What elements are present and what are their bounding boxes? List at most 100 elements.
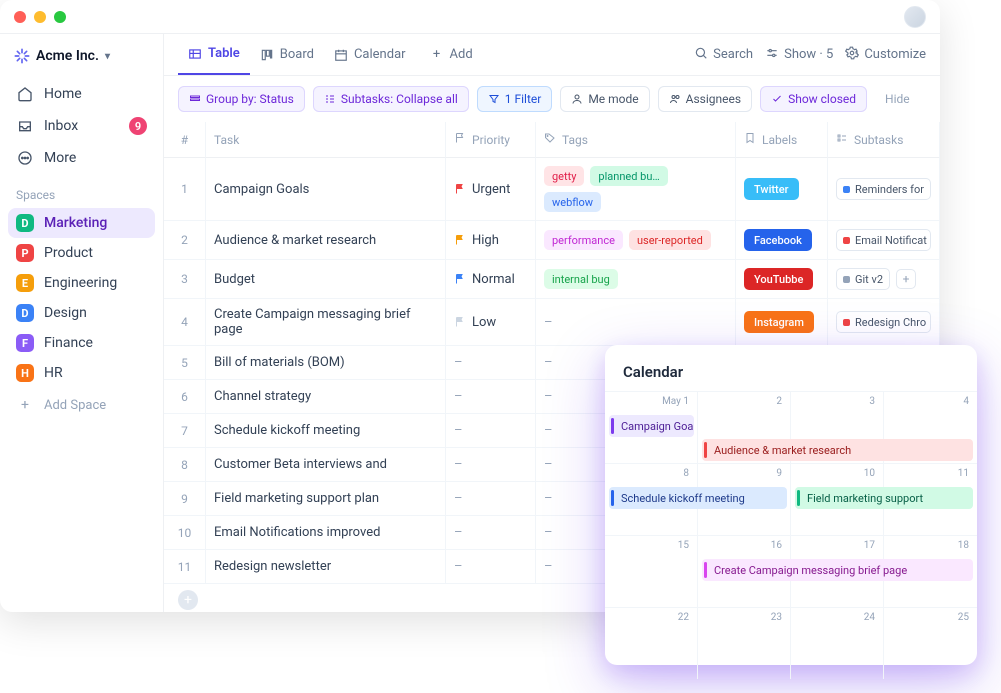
calendar-cell[interactable]: 15 xyxy=(605,535,698,607)
table-row[interactable]: 4Create Campaign messaging brief pageLow… xyxy=(164,299,940,346)
cell-task[interactable]: Bill of materials (BOM) xyxy=(206,346,446,380)
search-button[interactable]: Search xyxy=(694,46,753,64)
nav-home[interactable]: Home xyxy=(8,78,155,110)
table-row[interactable]: 2Audience & market researchHighperforman… xyxy=(164,221,940,260)
filter-hide[interactable]: Hide xyxy=(875,86,920,112)
user-avatar[interactable] xyxy=(904,6,926,28)
calendar-cell[interactable]: 22 xyxy=(605,607,698,679)
cell-task[interactable]: Email Notifications improved xyxy=(206,516,446,550)
workspace-switcher[interactable]: Acme Inc. ▾ xyxy=(8,44,155,68)
col-tags[interactable]: Tags xyxy=(536,122,736,158)
inbox-badge: 9 xyxy=(129,117,147,135)
cell-priority[interactable]: – xyxy=(446,482,536,516)
sidebar-space[interactable]: EEngineering xyxy=(8,268,155,298)
cell-task[interactable]: Budget xyxy=(206,260,446,299)
table-row[interactable]: 1Campaign GoalsUrgentgettyplanned bu…web… xyxy=(164,158,940,221)
cell-priority[interactable]: – xyxy=(446,516,536,550)
col-task[interactable]: Task xyxy=(206,122,446,158)
tag[interactable]: internal bug xyxy=(544,269,618,289)
cell-labels[interactable]: Twitter xyxy=(736,158,828,221)
calendar-event[interactable]: Create Campaign messaging brief page xyxy=(702,559,973,581)
sidebar-space[interactable]: HHR xyxy=(8,358,155,388)
label-pill[interactable]: Twitter xyxy=(744,178,799,200)
cell-tags[interactable]: performance user-reported xyxy=(536,221,736,260)
cell-labels[interactable]: YouTubbe xyxy=(736,260,828,299)
tag[interactable]: webflow xyxy=(544,192,601,212)
cell-task[interactable]: Campaign Goals xyxy=(206,158,446,221)
label-pill[interactable]: YouTubbe xyxy=(744,268,813,290)
calendar-event[interactable]: Campaign Goals xyxy=(609,415,694,437)
cell-task[interactable]: Audience & market research xyxy=(206,221,446,260)
label-pill[interactable]: Instagram xyxy=(744,311,814,333)
calendar-event[interactable]: Field marketing support xyxy=(795,487,973,509)
calendar-cell[interactable]: 24 xyxy=(791,607,884,679)
cell-priority[interactable]: – xyxy=(446,380,536,414)
tag[interactable]: performance xyxy=(544,230,623,250)
cell-subtasks[interactable]: Reminders for xyxy=(828,158,940,221)
sidebar-space[interactable]: PProduct xyxy=(8,238,155,268)
label-pill[interactable]: Facebook xyxy=(744,229,812,251)
sidebar-space[interactable]: DDesign xyxy=(8,298,155,328)
cell-priority[interactable]: – xyxy=(446,550,536,584)
cell-labels[interactable]: Instagram xyxy=(736,299,828,346)
filter-assignees[interactable]: Assignees xyxy=(658,86,752,112)
cell-subtasks[interactable]: Git v2 + xyxy=(828,260,940,299)
cell-task[interactable]: Channel strategy xyxy=(206,380,446,414)
cell-priority[interactable]: – xyxy=(446,414,536,448)
cell-task[interactable]: Field marketing support plan xyxy=(206,482,446,516)
tag[interactable]: getty xyxy=(544,166,584,186)
filter-group-by[interactable]: Group by: Status xyxy=(178,86,305,112)
filter-me-mode[interactable]: Me mode xyxy=(560,86,649,112)
tag[interactable]: planned bu… xyxy=(590,166,667,186)
col-labels[interactable]: Labels xyxy=(736,122,828,158)
event-label: Campaign Goals xyxy=(621,420,694,433)
show-button[interactable]: Show · 5 xyxy=(765,46,833,64)
filter-count[interactable]: 1 Filter xyxy=(477,86,553,112)
view-add[interactable]: + Add xyxy=(420,34,483,75)
cell-tags[interactable]: – xyxy=(536,299,736,346)
filter-show-closed[interactable]: Show closed xyxy=(760,86,867,112)
traffic-light[interactable] xyxy=(14,11,26,23)
subtask-item[interactable]: Reminders for xyxy=(836,178,931,200)
calendar-event[interactable]: Schedule kickoff meeting xyxy=(609,487,787,509)
cell-labels[interactable]: Facebook xyxy=(736,221,828,260)
cell-subtasks[interactable]: Redesign Chro xyxy=(828,299,940,346)
col-index[interactable]: # xyxy=(164,122,206,158)
cell-subtasks[interactable]: Email Notificat xyxy=(828,221,940,260)
calendar-event[interactable]: Audience & market research xyxy=(702,439,973,461)
view-tab-board[interactable]: Board xyxy=(250,34,324,75)
calendar-cell[interactable]: 23 xyxy=(698,607,791,679)
add-subtask-button[interactable]: + xyxy=(896,269,916,289)
cell-priority[interactable]: Low xyxy=(446,299,536,346)
sidebar-space[interactable]: DMarketing xyxy=(8,208,155,238)
sidebar-space[interactable]: FFinance xyxy=(8,328,155,358)
cell-priority[interactable]: High xyxy=(446,221,536,260)
cell-tags[interactable]: getty planned bu… webflow xyxy=(536,158,736,221)
nav-inbox[interactable]: Inbox 9 xyxy=(8,110,155,142)
cell-task[interactable]: Redesign newsletter xyxy=(206,550,446,584)
cell-priority[interactable]: Urgent xyxy=(446,158,536,221)
nav-more[interactable]: More xyxy=(8,142,155,174)
table-row[interactable]: 3BudgetNormalinternal bugYouTubbeGit v2+ xyxy=(164,260,940,299)
traffic-light[interactable] xyxy=(54,11,66,23)
cell-task[interactable]: Customer Beta interviews and xyxy=(206,448,446,482)
col-priority[interactable]: Priority xyxy=(446,122,536,158)
tag[interactable]: user-reported xyxy=(629,230,711,250)
filter-subtasks[interactable]: Subtasks: Collapse all xyxy=(313,86,469,112)
subtask-item[interactable]: Git v2 xyxy=(836,268,890,290)
cell-priority[interactable]: – xyxy=(446,448,536,482)
col-subtasks[interactable]: Subtasks xyxy=(828,122,940,158)
traffic-light[interactable] xyxy=(34,11,46,23)
customize-button[interactable]: Customize xyxy=(845,46,926,64)
add-space-button[interactable]: + Add Space xyxy=(8,388,155,422)
subtask-item[interactable]: Redesign Chro xyxy=(836,311,931,333)
cell-priority[interactable]: – xyxy=(446,346,536,380)
cell-task[interactable]: Schedule kickoff meeting xyxy=(206,414,446,448)
cell-tags[interactable]: internal bug xyxy=(536,260,736,299)
calendar-cell[interactable]: 25 xyxy=(884,607,977,679)
cell-task[interactable]: Create Campaign messaging brief page xyxy=(206,299,446,346)
subtask-item[interactable]: Email Notificat xyxy=(836,229,931,251)
cell-priority[interactable]: Normal xyxy=(446,260,536,299)
view-tab-calendar[interactable]: Calendar xyxy=(324,34,416,75)
view-tab-table[interactable]: Table xyxy=(178,34,250,75)
